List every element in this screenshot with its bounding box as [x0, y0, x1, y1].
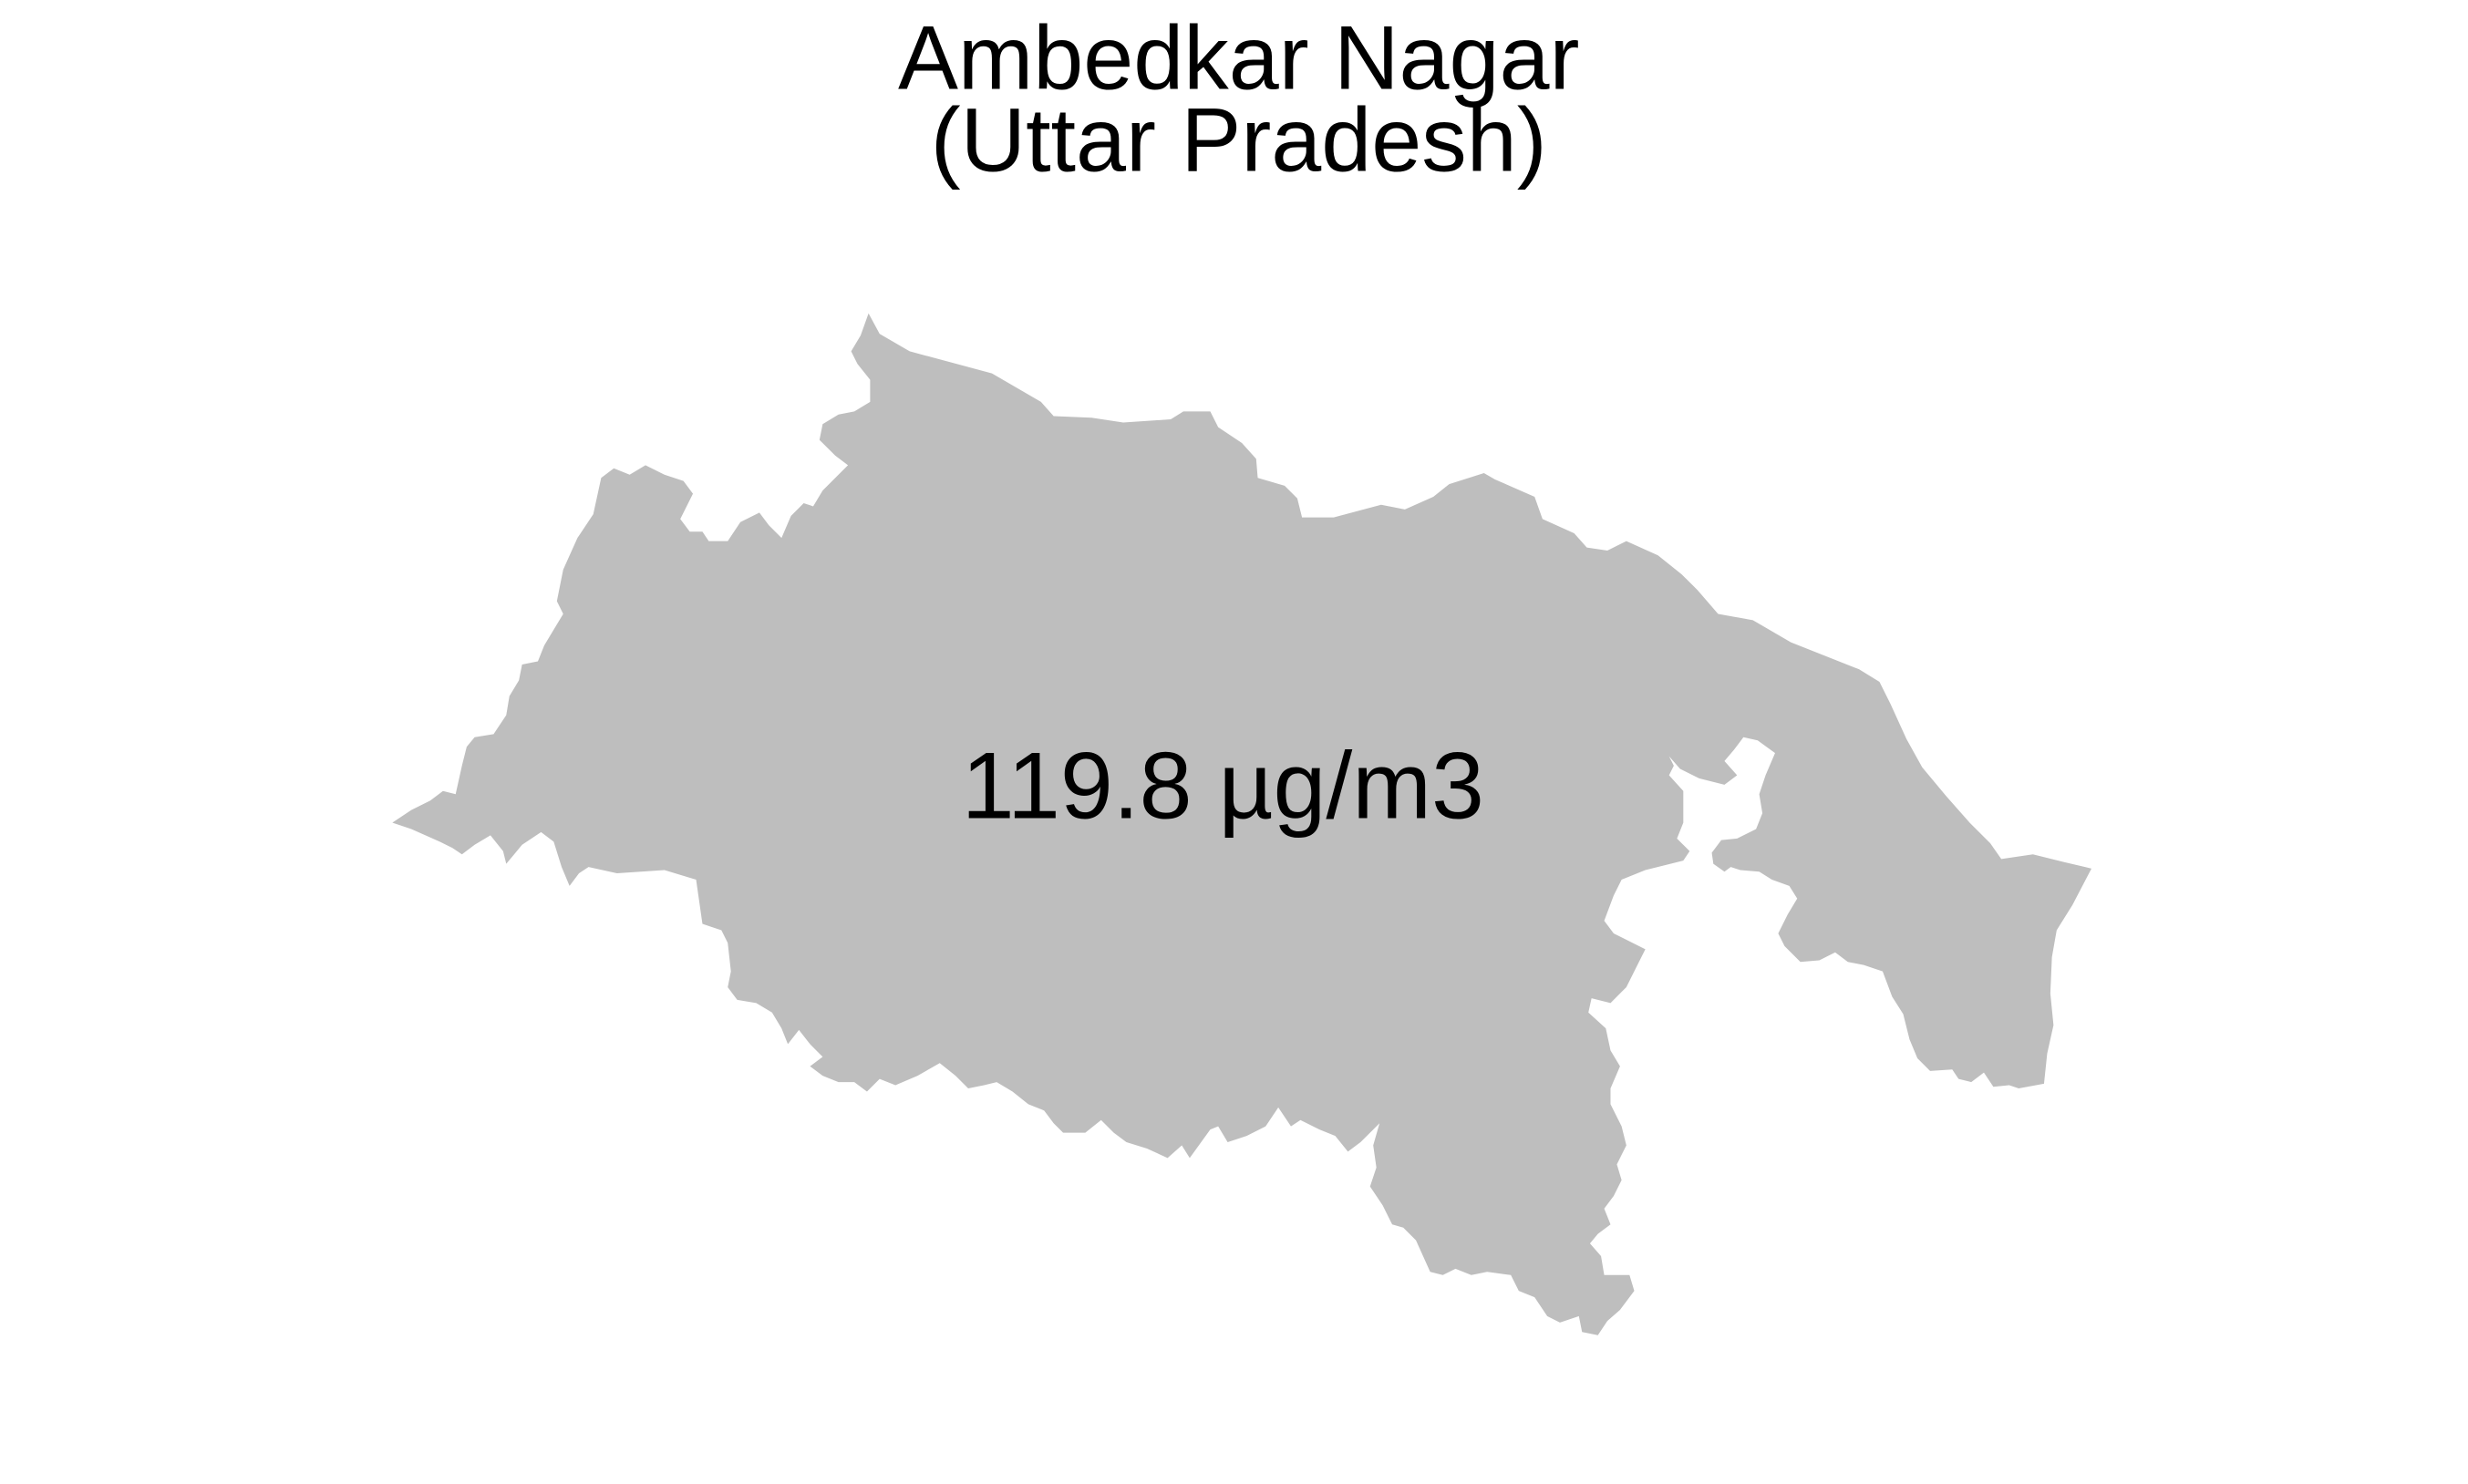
district-region-shape — [392, 313, 2092, 1335]
region-value-label: 119.8 µg/m3 — [962, 733, 1484, 839]
map-subtitle: (Uttar Pradesh) — [931, 89, 1547, 191]
map-title: Ambedkar Nagar — [898, 6, 1580, 108]
